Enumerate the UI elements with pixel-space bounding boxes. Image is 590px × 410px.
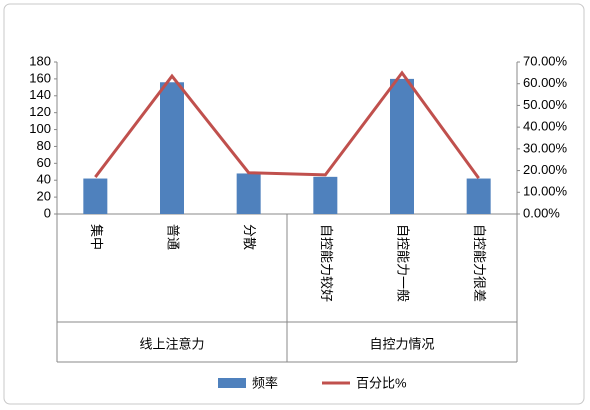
- bar: [313, 176, 338, 214]
- y-tick-label: 180: [29, 53, 51, 68]
- y2-tick-label: 0.00%: [523, 205, 560, 220]
- y2-tick-label: 20.00%: [523, 162, 568, 177]
- x-tick-label: 集中: [89, 224, 104, 250]
- y-tick-label: 40: [37, 172, 51, 187]
- x-tick-label: 普通: [166, 224, 181, 250]
- y2-tick-label: 30.00%: [523, 140, 568, 155]
- y-tick-label: 60: [37, 155, 51, 170]
- y-tick-label: 0: [44, 205, 51, 220]
- y2-tick-label: 40.00%: [523, 119, 568, 134]
- y2-tick-label: 70.00%: [523, 53, 568, 68]
- legend-label: 频率: [252, 375, 278, 390]
- y2-tick-label: 50.00%: [523, 97, 568, 112]
- y-tick-label: 80: [37, 138, 51, 153]
- bar: [466, 178, 491, 214]
- x-tick-label: 自控能力较好: [319, 224, 334, 302]
- y-tick-label: 20: [37, 189, 51, 204]
- y2-tick-label: 60.00%: [523, 75, 568, 90]
- x-tick-label: 自控能力很差: [472, 224, 487, 302]
- y-tick-label: 120: [29, 104, 51, 119]
- y-tick-label: 100: [29, 121, 51, 136]
- bar: [83, 178, 108, 214]
- line: [94, 70, 480, 180]
- bar: [160, 82, 184, 215]
- y-tick-label: 140: [29, 87, 51, 102]
- bar: [390, 78, 414, 214]
- x-tick-label: 分散: [242, 224, 257, 250]
- group-label: 自控力情况: [369, 336, 434, 351]
- y-tick-label: 160: [29, 70, 51, 85]
- x-tick-label: 自控能力一般: [396, 224, 411, 302]
- legend-swatch: [218, 378, 246, 388]
- bar: [236, 173, 261, 214]
- y2-tick-label: 10.00%: [523, 184, 568, 199]
- legend-label: 百分比%: [356, 375, 407, 390]
- group-label: 线上注意力: [139, 336, 204, 351]
